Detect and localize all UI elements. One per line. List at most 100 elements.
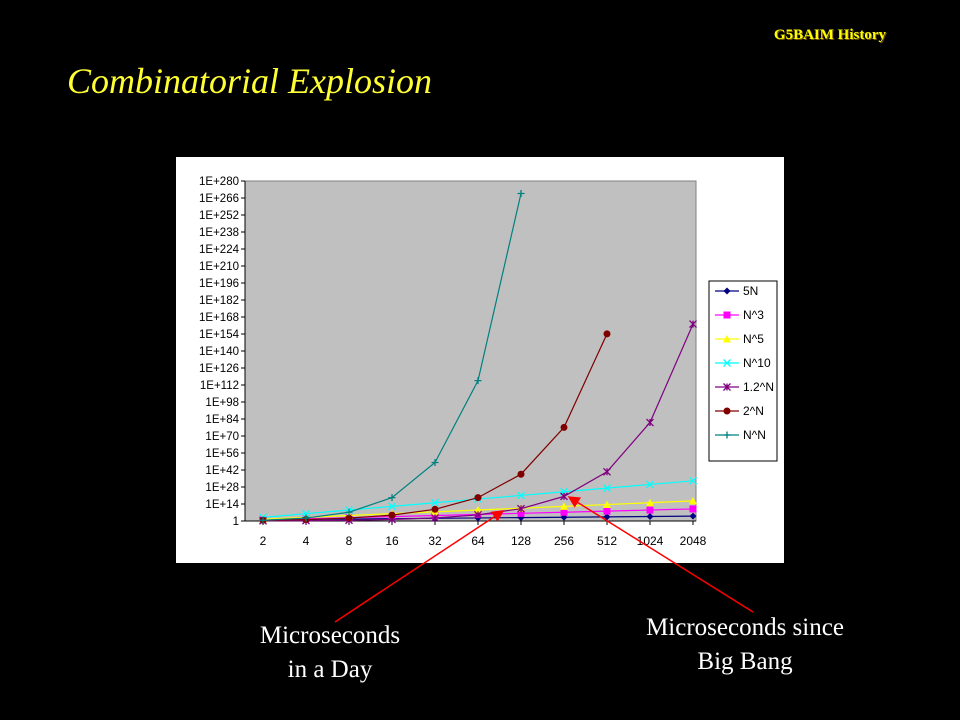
line-chart: 1 1E+14 1E+28 1E+42 1E+56 1E+70 1E+84 1E+98 1E+1… — [199, 176, 778, 548]
x-tick-label: 128 — [511, 534, 531, 548]
data-point-2-n — [345, 514, 353, 522]
data-point-n-10 — [388, 502, 396, 511]
x-tick-label: 64 — [471, 534, 485, 548]
data-point-n-5 — [603, 500, 611, 509]
legend-marker-5n — [723, 287, 731, 295]
data-point-1-2-n — [431, 513, 439, 522]
data-point-n-n — [388, 494, 396, 502]
data-point-n-10 — [517, 491, 525, 500]
y-tick-label: 1E+28 — [205, 482, 239, 494]
data-point-n-10 — [646, 480, 654, 489]
legend-label-5n: 5N — [743, 284, 758, 298]
y-tick-label: 1E+126 — [199, 363, 239, 375]
y-tick-label: 1 — [233, 516, 239, 528]
y-tick-label: 1E+168 — [199, 312, 239, 324]
y-tick-label: 1E+84 — [205, 414, 239, 426]
legend-label-2-n: 2^N — [743, 404, 764, 418]
x-tick-label: 8 — [346, 534, 353, 548]
y-tick-label: 1E+98 — [205, 397, 239, 409]
data-point-n-3 — [560, 508, 568, 516]
data-point-n-10 — [431, 498, 439, 507]
note-bigbang-line2: Big Bang — [697, 648, 793, 675]
course-label: G5BAIM History — [773, 27, 886, 43]
data-point-n-3 — [603, 507, 611, 515]
y-tick-label: 1E+266 — [199, 193, 239, 205]
legend-label-n-3: N^3 — [743, 308, 764, 322]
data-point-n-10 — [302, 509, 310, 518]
x-tick-label: 256 — [554, 534, 574, 548]
legend-label-n-5: N^5 — [743, 332, 764, 346]
data-point-2-n — [474, 494, 482, 502]
data-point-n-n — [517, 190, 525, 198]
y-tick-label: 1E+182 — [199, 295, 239, 307]
plot-area — [244, 180, 697, 522]
data-point-n-5 — [646, 498, 654, 507]
data-point-1-2-n — [560, 492, 568, 501]
data-point-2-n — [388, 511, 396, 519]
data-point-n-5 — [560, 502, 568, 510]
arrow-big-bang — [567, 496, 754, 613]
y-tick-label: 1E+70 — [205, 431, 239, 443]
data-point-n-n — [259, 516, 267, 524]
legend-label-n-n: N^N — [743, 428, 766, 442]
data-point-2-n — [603, 330, 611, 338]
x-tick-label: 2 — [260, 534, 267, 548]
legend-marker-n-5 — [723, 335, 731, 343]
y-tick-label: 1E+14 — [205, 499, 239, 511]
data-point-n-10 — [603, 484, 611, 493]
y-tick-label: 1E+210 — [199, 261, 239, 273]
data-point-1-2-n — [474, 510, 482, 519]
legend-marker-n-n — [723, 431, 731, 439]
x-tick-label: 1024 — [637, 534, 664, 548]
data-point-2-n — [517, 470, 525, 478]
y-tick-label: 1E+280 — [199, 176, 239, 188]
data-point-n-n — [474, 377, 482, 385]
data-point-1-2-n — [603, 467, 611, 476]
y-tick-label: 1E+252 — [199, 210, 239, 222]
data-point-5n — [689, 512, 697, 520]
data-point-n-n — [345, 508, 353, 516]
legend-marker-1-2-n — [723, 383, 731, 391]
y-tick-label: 1E+56 — [205, 448, 239, 460]
data-point-n-3 — [689, 505, 697, 513]
microseconds-day-note: Microseconds in a Day — [225, 619, 435, 687]
x-tick-label: 16 — [385, 534, 399, 548]
y-tick-label: 1E+238 — [199, 227, 239, 239]
legend-marker-2-n — [723, 407, 731, 415]
legend-marker-n-10 — [723, 359, 731, 367]
data-point-2-n — [431, 505, 439, 513]
chart-panel: 1 1E+14 1E+28 1E+42 1E+56 1E+70 1E+84 1E+98 1E+1… — [176, 157, 784, 563]
legend-label-1-2-n: 1.2^N — [743, 380, 774, 394]
data-point-n-3 — [646, 506, 654, 514]
data-point-n-n — [302, 514, 310, 522]
y-tick-label: 1E+42 — [205, 465, 239, 477]
data-point-n-n — [431, 459, 439, 467]
data-point-5n — [603, 513, 611, 521]
data-point-n-5 — [689, 496, 697, 505]
slide-title: Combinatorial Explosion — [67, 61, 433, 101]
x-tick-label: 2048 — [680, 534, 707, 548]
data-point-5n — [646, 512, 654, 520]
legend-label-n-10: N^10 — [743, 356, 771, 370]
arrow-day — [334, 510, 505, 623]
y-tick-label: 1E+112 — [200, 380, 239, 392]
note-day-line2: in a Day — [287, 656, 373, 683]
x-tick-label: 32 — [428, 534, 442, 548]
data-point-n-10 — [689, 476, 697, 485]
data-point-n-5 — [474, 506, 482, 514]
note-day-line1: Microseconds — [259, 622, 401, 649]
x-tick-label: 4 — [303, 534, 310, 548]
y-tick-label: 1E+224 — [199, 244, 240, 256]
microseconds-bigbang-note: Microseconds since Big Bang — [605, 611, 885, 679]
y-tick-label: 1E+140 — [199, 346, 239, 358]
legend-box — [708, 280, 778, 462]
data-point-1-2-n — [689, 320, 697, 329]
legend-marker-n-3 — [723, 311, 731, 319]
y-tick-label: 1E+154 — [199, 329, 240, 341]
y-tick-label: 1E+196 — [199, 278, 239, 290]
data-point-1-2-n — [517, 504, 525, 513]
x-tick-label: 512 — [597, 534, 617, 548]
data-point-n-3 — [517, 509, 525, 517]
data-point-2-n — [560, 423, 568, 431]
